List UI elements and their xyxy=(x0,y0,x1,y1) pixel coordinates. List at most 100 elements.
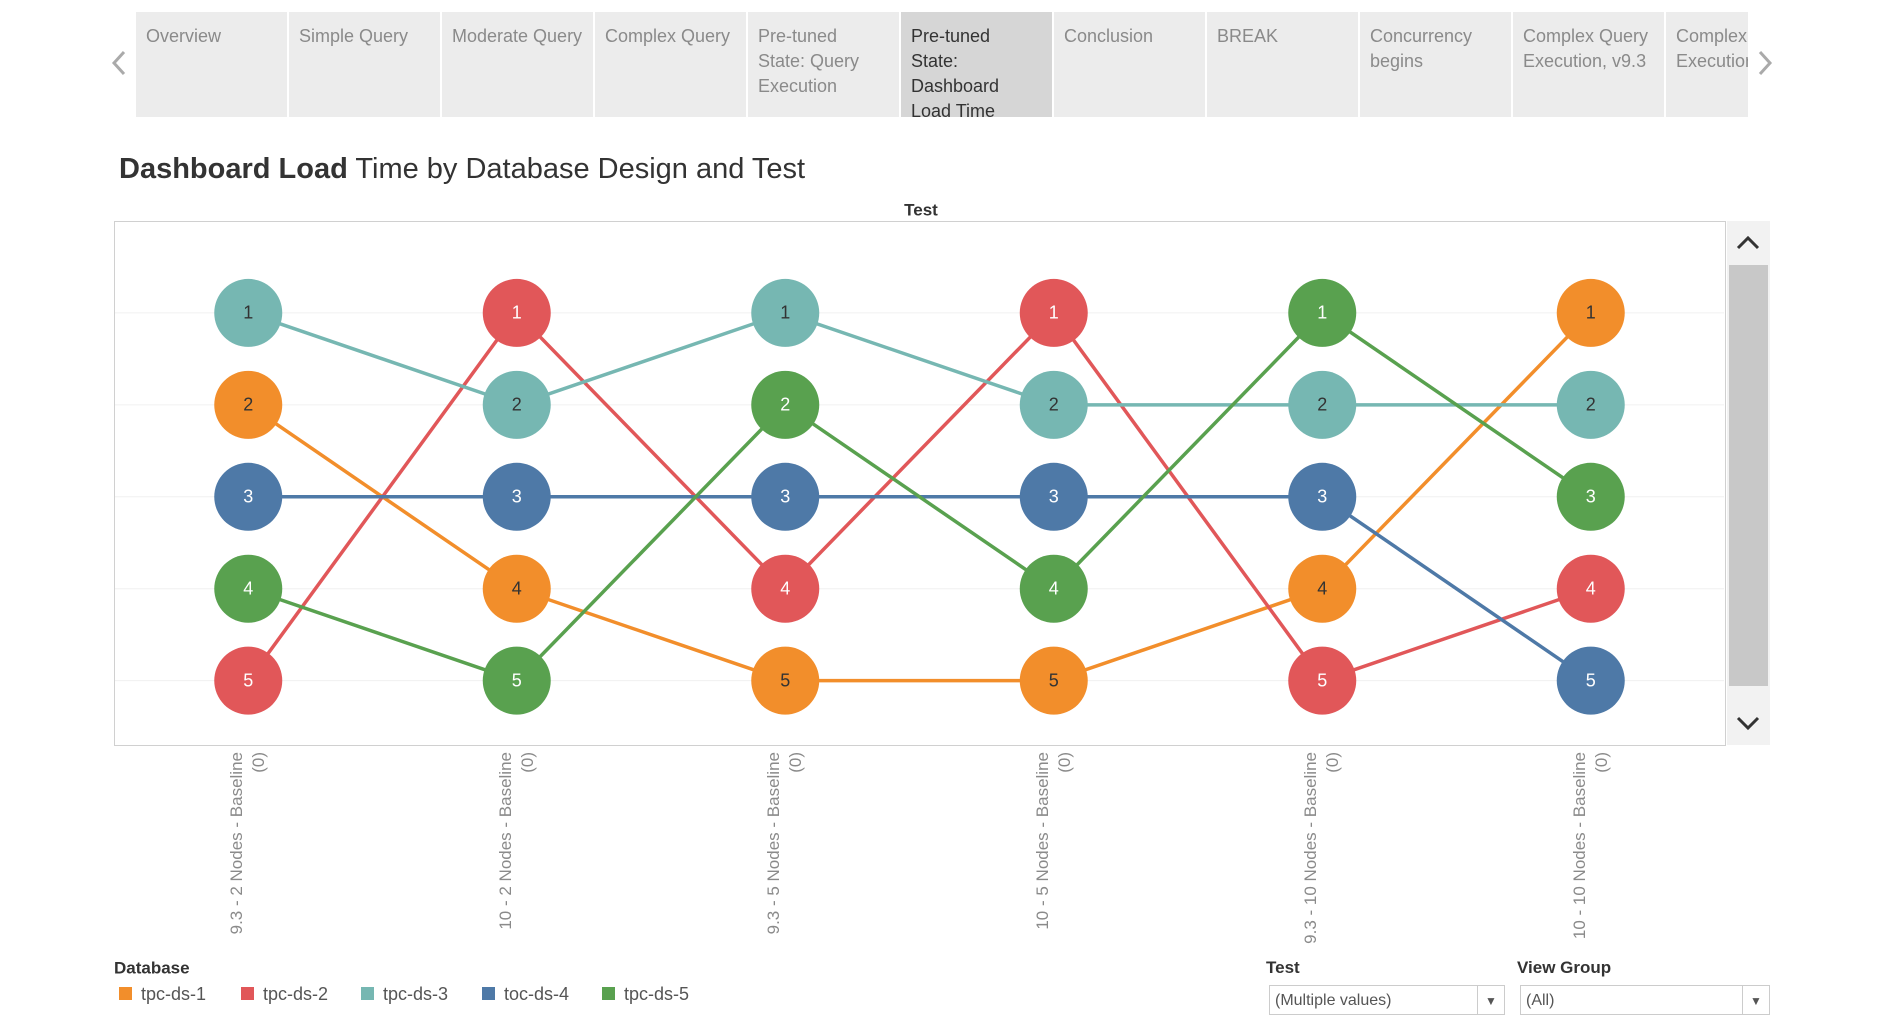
rank-label: 5 xyxy=(243,670,253,690)
scroll-thumb[interactable] xyxy=(1729,265,1768,686)
scroll-up[interactable] xyxy=(1736,235,1760,250)
rank-label: 2 xyxy=(780,395,790,415)
story-tab[interactable]: Conclusion xyxy=(1054,12,1205,117)
x-tick-label: 10 - 5 Nodes - Baseline (0) xyxy=(1032,752,1074,930)
rank-label: 2 xyxy=(512,395,522,415)
rank-label: 4 xyxy=(1317,578,1327,598)
rank-marker xyxy=(482,646,551,715)
story-tab[interactable]: Concurrency begins xyxy=(1360,12,1511,117)
legend-label: toc-ds-4 xyxy=(504,984,569,1004)
legend-swatch xyxy=(602,987,615,1000)
rank-marker xyxy=(751,646,820,715)
rank-marker xyxy=(1288,278,1357,347)
rank-label: 3 xyxy=(1049,487,1059,507)
scroll-down[interactable] xyxy=(1736,716,1760,731)
story-tab[interactable]: Complex Query xyxy=(595,12,746,117)
filter-label: View Group xyxy=(1517,958,1612,977)
next-arrow[interactable] xyxy=(1758,50,1773,76)
rank-label: 5 xyxy=(1586,670,1596,690)
legend-label: tpc-ds-1 xyxy=(141,984,206,1004)
story-tab[interactable]: Simple Query xyxy=(289,12,440,117)
rank-marker xyxy=(1556,646,1625,715)
rank-label: 1 xyxy=(1586,303,1596,323)
rank-marker xyxy=(751,370,820,439)
x-tick-label: 10 - 10 Nodes - Baseline (0) xyxy=(1569,752,1611,940)
rank-marker xyxy=(214,462,283,531)
rank-label: 1 xyxy=(512,303,522,323)
rank-label: 5 xyxy=(1317,670,1327,690)
rank-marker xyxy=(214,554,283,623)
filter-dropdown[interactable]: (Multiple values) ▼ xyxy=(1269,985,1505,1015)
rank-label: 2 xyxy=(1586,395,1596,415)
x-tick-label: 9.3 - 5 Nodes - Baseline (0) xyxy=(764,752,806,935)
rank-marker xyxy=(751,462,820,531)
rank-marker xyxy=(214,370,283,439)
rank-label: 2 xyxy=(1317,395,1327,415)
rank-label: 5 xyxy=(1049,670,1059,690)
legend-swatch xyxy=(482,987,495,1000)
rank-line xyxy=(247,311,1591,407)
rank-line xyxy=(246,310,1592,683)
rank-marker xyxy=(482,370,551,439)
rank-marker xyxy=(1556,462,1625,531)
legend-swatch xyxy=(361,987,374,1000)
story-tab[interactable]: BREAK xyxy=(1207,12,1358,117)
rank-label: 3 xyxy=(1586,487,1596,507)
dropdown-arrow[interactable]: ▼ xyxy=(1742,986,1769,1014)
legend-label: tpc-ds-5 xyxy=(624,984,689,1004)
rank-label: 4 xyxy=(1586,578,1596,598)
rank-marker xyxy=(482,554,551,623)
rank-label: 1 xyxy=(1049,303,1059,323)
rank-label: 4 xyxy=(512,578,522,598)
rank-line xyxy=(247,311,1593,683)
rank-marker xyxy=(1556,278,1625,347)
dropdown-arrow[interactable]: ▼ xyxy=(1477,986,1504,1014)
filter-value: (All) xyxy=(1526,992,1555,1009)
rank-marker xyxy=(214,646,283,715)
rank-marker xyxy=(214,278,283,347)
rank-marker xyxy=(1288,370,1357,439)
rank-marker xyxy=(1288,646,1357,715)
x-tick-label: 9.3 - 10 Nodes - Baseline (0) xyxy=(1301,752,1343,944)
rank-marker xyxy=(482,462,551,531)
rank-label: 4 xyxy=(780,578,790,598)
story-tab[interactable]: Pre-tuned State: Query Execution xyxy=(748,12,899,117)
rank-marker xyxy=(1019,646,1088,715)
legend-title: Database xyxy=(114,958,190,977)
rank-marker xyxy=(482,278,551,347)
legend-swatch xyxy=(241,987,254,1000)
legend-label: tpc-ds-2 xyxy=(263,984,328,1004)
prev-arrow[interactable] xyxy=(111,50,126,76)
rank-marker xyxy=(1556,554,1625,623)
rank-marker xyxy=(751,278,820,347)
rank-label: 1 xyxy=(1317,303,1327,323)
rank-marker xyxy=(1019,278,1088,347)
story-tab[interactable]: Complex Execution xyxy=(1666,12,1748,117)
rank-label: 1 xyxy=(780,303,790,323)
rank-label: 1 xyxy=(243,303,253,323)
rank-marker xyxy=(1019,370,1088,439)
rank-label: 3 xyxy=(1317,487,1327,507)
title-rest: Time by Database Design and Test xyxy=(355,153,805,185)
story-tab[interactable]: Overview xyxy=(136,12,287,117)
rank-marker xyxy=(1288,462,1357,531)
rank-label: 2 xyxy=(243,395,253,415)
story-tab[interactable]: Complex Query Execution, v9.3 xyxy=(1513,12,1664,117)
rank-marker xyxy=(1019,554,1088,623)
filter-label: Test xyxy=(1266,958,1300,977)
rank-marker xyxy=(1556,370,1625,439)
x-tick-label: 9.3 - 2 Nodes - Baseline (0) xyxy=(227,752,269,935)
rank-marker xyxy=(751,554,820,623)
filter-dropdown[interactable]: (All) ▼ xyxy=(1520,985,1770,1015)
rank-label: 5 xyxy=(512,670,522,690)
rank-label: 3 xyxy=(243,487,253,507)
story-tab[interactable]: Moderate Query xyxy=(442,12,593,117)
chart-title: Dashboard Load Time by Database Design a… xyxy=(119,153,805,185)
rank-label: 2 xyxy=(1049,395,1059,415)
rank-line xyxy=(247,310,1592,683)
rank-marker xyxy=(1288,554,1357,623)
story-tab[interactable]: Pre-tuned State: Dashboard Load Time xyxy=(901,12,1052,117)
legend-swatch xyxy=(119,987,132,1000)
